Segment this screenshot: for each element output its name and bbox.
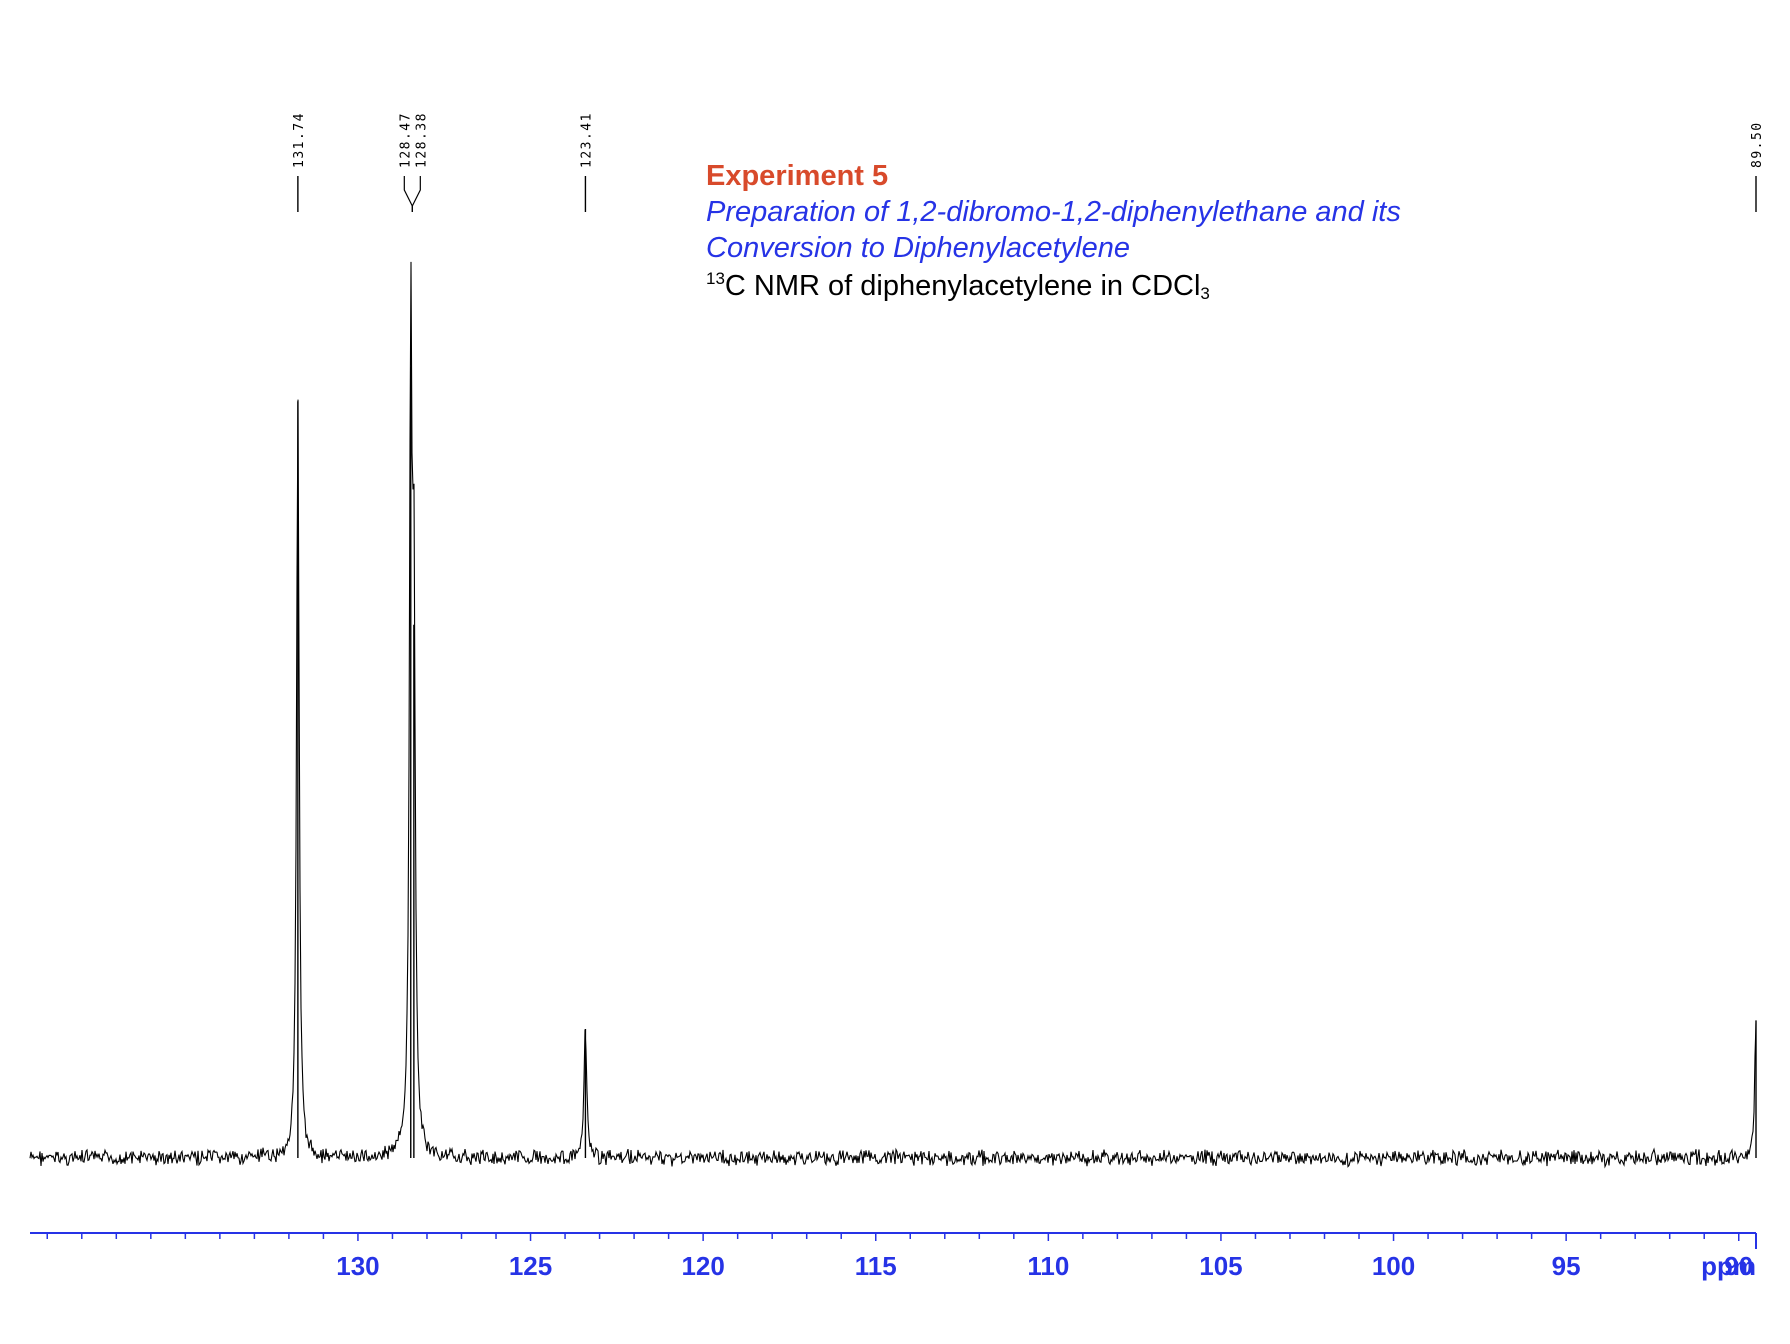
experiment-title: Experiment 5 [706,160,889,192]
peak-leader-128.38 [411,176,421,212]
experiment-subtitle-line1: Preparation of 1,2-dibromo-1,2-diphenyle… [706,196,1401,228]
x-tick-label-120: 120 [681,1251,724,1281]
peak-label-123.41: 123.41 [579,112,594,168]
peak-label-128.47: 128.47 [398,112,413,168]
peak-leader-128.47 [403,176,413,212]
x-tick-label-115: 115 [855,1251,897,1281]
peak-label-131.74: 131.74 [292,112,307,168]
figure-title-block: Experiment 5 Preparation of 1,2-dibromo-… [706,162,1401,306]
x-tick-label-130: 130 [336,1251,379,1281]
chloroform-subscript: 3 [1200,284,1210,303]
x-tick-label-125: 125 [509,1251,552,1281]
x-tick-label-95: 95 [1552,1251,1581,1281]
peak-label-89.50: 89.50 [1750,121,1765,168]
spectrum-trace [29,261,1757,1169]
x-tick-label-100: 100 [1372,1251,1415,1281]
x-tick-label-105: 105 [1199,1251,1242,1281]
description-text: C NMR of diphenylacetylene in CDCl [724,270,1201,302]
x-axis-unit-label: ppm [1701,1251,1756,1281]
x-tick-label-110: 110 [1027,1251,1069,1281]
spectrum-description: 13C NMR of diphenylacetylene in CDCl3 [706,270,1401,306]
peak-label-128.38: 128.38 [414,112,429,168]
experiment-subtitle-line2: Conversion to Diphenylacetylene [706,232,1130,264]
isotope-superscript: 13 [706,269,725,288]
x-tick-label-90: 90 [1724,1251,1753,1281]
